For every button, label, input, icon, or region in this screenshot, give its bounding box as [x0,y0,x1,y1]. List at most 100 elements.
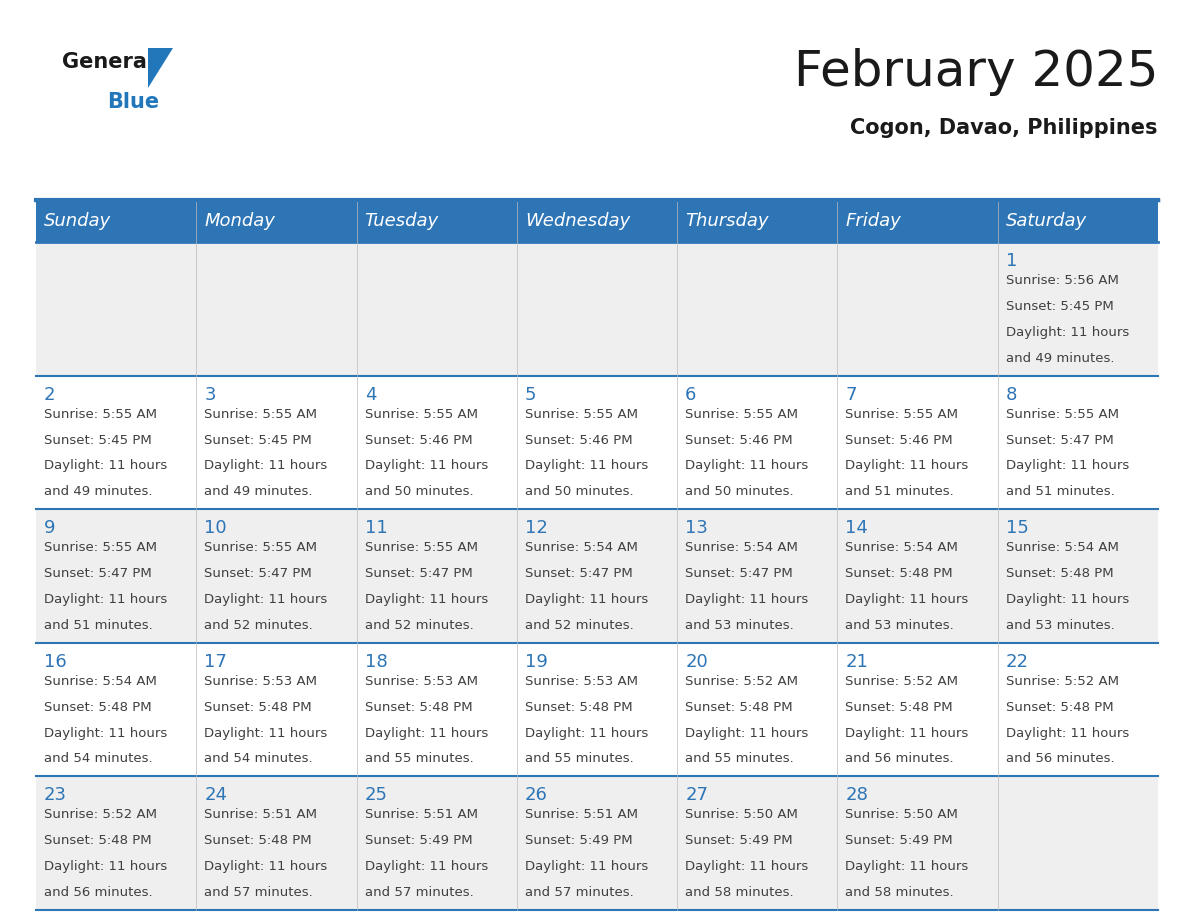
Text: and 55 minutes.: and 55 minutes. [365,753,473,766]
Text: Sunrise: 5:55 AM: Sunrise: 5:55 AM [846,408,959,420]
Text: 28: 28 [846,787,868,804]
Text: 1: 1 [1006,252,1017,270]
Text: Daylight: 11 hours: Daylight: 11 hours [44,860,168,873]
Text: Sunrise: 5:55 AM: Sunrise: 5:55 AM [44,542,157,554]
Text: Blue: Blue [107,92,159,112]
Text: Sunset: 5:49 PM: Sunset: 5:49 PM [846,834,953,847]
Text: and 55 minutes.: and 55 minutes. [525,753,633,766]
Text: 15: 15 [1006,520,1029,537]
Text: and 54 minutes.: and 54 minutes. [44,753,152,766]
Text: Sunset: 5:48 PM: Sunset: 5:48 PM [1006,567,1113,580]
Text: 23: 23 [44,787,67,804]
Text: Sunday: Sunday [44,212,112,230]
Text: 7: 7 [846,386,857,404]
Text: Sunset: 5:49 PM: Sunset: 5:49 PM [685,834,792,847]
Text: Daylight: 11 hours: Daylight: 11 hours [685,860,808,873]
Text: Daylight: 11 hours: Daylight: 11 hours [1006,459,1129,473]
Text: and 53 minutes.: and 53 minutes. [685,619,794,632]
Text: Sunrise: 5:52 AM: Sunrise: 5:52 AM [685,675,798,688]
Text: Daylight: 11 hours: Daylight: 11 hours [525,593,649,606]
Text: 17: 17 [204,653,227,671]
Text: and 54 minutes.: and 54 minutes. [204,753,312,766]
Text: Daylight: 11 hours: Daylight: 11 hours [525,727,649,740]
Text: and 57 minutes.: and 57 minutes. [365,886,473,899]
Text: 16: 16 [44,653,67,671]
Text: Sunrise: 5:52 AM: Sunrise: 5:52 AM [846,675,959,688]
Text: Sunrise: 5:53 AM: Sunrise: 5:53 AM [365,675,478,688]
Text: Sunset: 5:46 PM: Sunset: 5:46 PM [365,433,472,446]
Text: and 53 minutes.: and 53 minutes. [846,619,954,632]
Text: 25: 25 [365,787,387,804]
Text: and 57 minutes.: and 57 minutes. [204,886,312,899]
Text: Sunset: 5:47 PM: Sunset: 5:47 PM [1006,433,1113,446]
Text: 9: 9 [44,520,56,537]
Text: 2: 2 [44,386,56,404]
Text: Sunset: 5:48 PM: Sunset: 5:48 PM [44,700,152,713]
Text: Sunset: 5:47 PM: Sunset: 5:47 PM [525,567,632,580]
Text: Sunset: 5:45 PM: Sunset: 5:45 PM [204,433,312,446]
Text: Sunset: 5:48 PM: Sunset: 5:48 PM [685,700,792,713]
Text: Sunrise: 5:54 AM: Sunrise: 5:54 AM [525,542,638,554]
Text: Daylight: 11 hours: Daylight: 11 hours [1006,727,1129,740]
Text: Sunset: 5:48 PM: Sunset: 5:48 PM [44,834,152,847]
Text: Sunrise: 5:54 AM: Sunrise: 5:54 AM [846,542,959,554]
Bar [36,777,1158,910]
Text: and 57 minutes.: and 57 minutes. [525,886,633,899]
Text: Sunset: 5:48 PM: Sunset: 5:48 PM [365,700,472,713]
Text: General: General [62,52,154,72]
Text: 21: 21 [846,653,868,671]
Text: and 52 minutes.: and 52 minutes. [525,619,633,632]
Text: Sunset: 5:46 PM: Sunset: 5:46 PM [685,433,792,446]
Text: Sunrise: 5:55 AM: Sunrise: 5:55 AM [365,542,478,554]
Text: Sunset: 5:47 PM: Sunset: 5:47 PM [204,567,312,580]
Text: Daylight: 11 hours: Daylight: 11 hours [846,860,968,873]
Text: Sunset: 5:47 PM: Sunset: 5:47 PM [685,567,792,580]
Bar [36,242,1158,375]
Text: 11: 11 [365,520,387,537]
Text: 19: 19 [525,653,548,671]
Text: 22: 22 [1006,653,1029,671]
Text: and 53 minutes.: and 53 minutes. [1006,619,1114,632]
Text: 10: 10 [204,520,227,537]
Text: Sunrise: 5:50 AM: Sunrise: 5:50 AM [685,809,798,822]
Text: and 56 minutes.: and 56 minutes. [44,886,152,899]
Text: Sunrise: 5:51 AM: Sunrise: 5:51 AM [204,809,317,822]
Text: 8: 8 [1006,386,1017,404]
Text: Daylight: 11 hours: Daylight: 11 hours [846,593,968,606]
Text: Cogon, Davao, Philippines: Cogon, Davao, Philippines [851,118,1158,138]
Text: 14: 14 [846,520,868,537]
Text: Sunrise: 5:54 AM: Sunrise: 5:54 AM [44,675,157,688]
Text: Sunset: 5:47 PM: Sunset: 5:47 PM [365,567,473,580]
Text: Daylight: 11 hours: Daylight: 11 hours [685,727,808,740]
Text: Saturday: Saturday [1006,212,1087,230]
Bar [36,509,1158,643]
Text: 20: 20 [685,653,708,671]
Text: Daylight: 11 hours: Daylight: 11 hours [846,727,968,740]
Text: Sunrise: 5:52 AM: Sunrise: 5:52 AM [44,809,157,822]
Text: Sunset: 5:45 PM: Sunset: 5:45 PM [44,433,152,446]
Text: 13: 13 [685,520,708,537]
Text: Sunset: 5:48 PM: Sunset: 5:48 PM [846,700,953,713]
Text: Daylight: 11 hours: Daylight: 11 hours [44,593,168,606]
Text: and 56 minutes.: and 56 minutes. [1006,753,1114,766]
Text: Sunset: 5:46 PM: Sunset: 5:46 PM [846,433,953,446]
Text: Monday: Monday [204,212,276,230]
Text: Sunrise: 5:51 AM: Sunrise: 5:51 AM [365,809,478,822]
Text: Tuesday: Tuesday [365,212,438,230]
Text: Sunset: 5:48 PM: Sunset: 5:48 PM [846,567,953,580]
Text: and 58 minutes.: and 58 minutes. [846,886,954,899]
Polygon shape [148,48,173,88]
Text: Daylight: 11 hours: Daylight: 11 hours [44,459,168,473]
Text: Wednesday: Wednesday [525,212,630,230]
Text: and 50 minutes.: and 50 minutes. [365,486,473,498]
Text: and 58 minutes.: and 58 minutes. [685,886,794,899]
Text: Sunset: 5:49 PM: Sunset: 5:49 PM [525,834,632,847]
Text: Sunset: 5:49 PM: Sunset: 5:49 PM [365,834,472,847]
Text: and 49 minutes.: and 49 minutes. [44,486,152,498]
Text: Daylight: 11 hours: Daylight: 11 hours [365,860,488,873]
Text: Sunrise: 5:54 AM: Sunrise: 5:54 AM [1006,542,1119,554]
Text: Sunrise: 5:52 AM: Sunrise: 5:52 AM [1006,675,1119,688]
Text: and 50 minutes.: and 50 minutes. [525,486,633,498]
Bar [36,375,1158,509]
Text: Sunset: 5:46 PM: Sunset: 5:46 PM [525,433,632,446]
